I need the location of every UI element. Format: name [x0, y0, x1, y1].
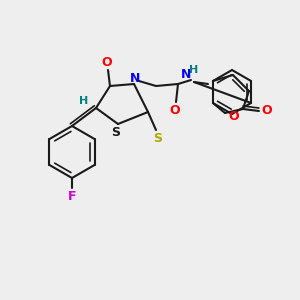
Text: N: N [130, 73, 140, 85]
Text: F: F [68, 190, 76, 202]
Text: S: S [154, 131, 163, 145]
Text: O: O [102, 56, 112, 68]
Text: O: O [229, 110, 239, 124]
Text: O: O [170, 103, 180, 116]
Text: S: S [112, 125, 121, 139]
Text: H: H [80, 96, 88, 106]
Text: N: N [181, 68, 191, 80]
Text: H: H [189, 65, 199, 75]
Text: O: O [262, 104, 272, 118]
